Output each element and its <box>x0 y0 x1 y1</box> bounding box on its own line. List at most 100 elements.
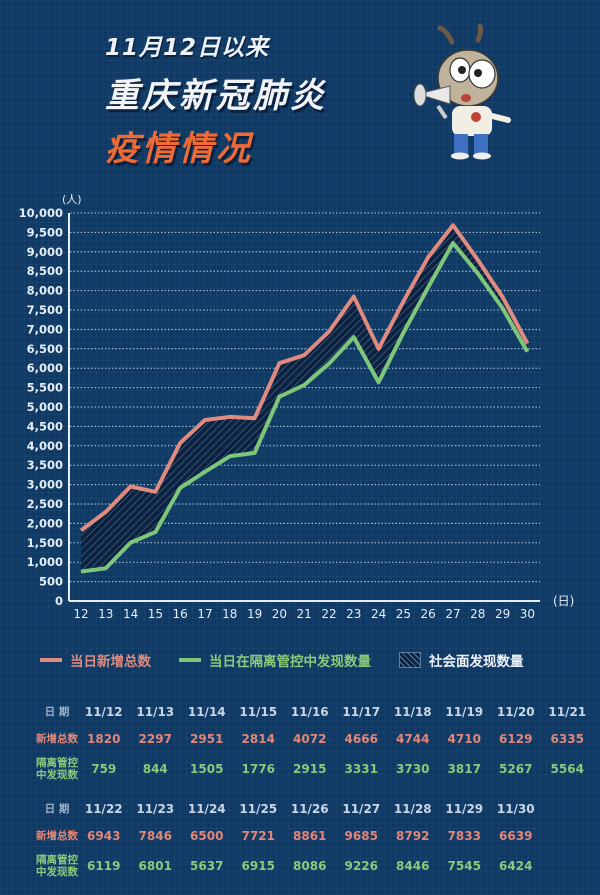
table-cell: 5637 <box>190 859 224 873</box>
table-cell: 11/15 <box>239 704 278 719</box>
table-cell: 11/26 <box>290 801 329 816</box>
table-row-total: 新增总数 6943 7846 6500 7721 8861 9685 8792 7833 6639 <box>36 822 542 849</box>
table-cell: 11/14 <box>187 704 226 719</box>
y-axis-ticks: 0 500 1,000 1,500 2,000 2,500 3,000 3,500 4,000 4… <box>19 206 63 608</box>
page-title: 重庆新冠肺炎 <box>105 76 327 116</box>
data-table-block-2: 日 期 11/22 11/23 11/24 11/25 11/26 11/27 11/28 11… <box>36 795 542 883</box>
svg-text:3,500: 3,500 <box>27 458 63 472</box>
table-cell: 11/25 <box>239 801 278 816</box>
table-header-row: 日 期 11/12 11/13 11/14 11/15 11/16 11/17 11/18 11… <box>36 698 593 725</box>
table-cell: 7721 <box>241 828 275 843</box>
svg-text:500: 500 <box>39 575 63 589</box>
row-label: 日 期 <box>44 802 70 815</box>
table-header-row: 日 期 11/22 11/23 11/24 11/25 11/26 11/27 11/28 11… <box>36 795 542 822</box>
svg-text:12: 12 <box>73 607 88 621</box>
svg-text:30: 30 <box>520 607 535 621</box>
table-cell: 3331 <box>344 762 378 776</box>
table-cell: 6639 <box>499 828 533 843</box>
svg-text:8,000: 8,000 <box>27 284 63 298</box>
table-cell: 6943 <box>87 828 121 843</box>
table-cell: 6801 <box>138 859 172 873</box>
svg-text:25: 25 <box>396 607 411 621</box>
svg-text:2,000: 2,000 <box>27 516 63 530</box>
line-chart: 0 500 1,000 1,500 2,000 2,500 3,000 3,500 4,000 4… <box>19 193 575 621</box>
svg-text:6,000: 6,000 <box>27 361 63 375</box>
isolation-series-line <box>80 241 530 574</box>
table-cell: 6915 <box>241 859 275 873</box>
svg-text:19: 19 <box>247 607 262 621</box>
table-cell: 11/28 <box>393 801 432 816</box>
table-cell: 2814 <box>241 731 275 746</box>
table-cell: 11/29 <box>445 801 484 816</box>
table-cell: 2915 <box>293 762 327 776</box>
table-cell: 2951 <box>190 731 224 746</box>
table-row-isolation: 隔离管控 中发现数 6119 6801 5637 6915 8086 9226 8446 7545… <box>36 849 542 883</box>
chart-legend: 当日新增总数 当日在隔离管控中发现数量 社会面发现数量 <box>40 650 552 670</box>
legend-line-icon <box>40 658 62 662</box>
table-cell: 6129 <box>499 731 533 746</box>
table-cell: 844 <box>142 762 168 776</box>
table-cell: 5564 <box>550 762 584 776</box>
table-cell: 8086 <box>293 859 327 873</box>
svg-text:8,500: 8,500 <box>27 264 63 278</box>
table-cell: 1776 <box>241 762 275 776</box>
svg-text:5,500: 5,500 <box>27 381 63 395</box>
table-cell: 9685 <box>344 828 378 843</box>
svg-text:21: 21 <box>297 607 312 621</box>
legend-item-total: 当日新增总数 <box>40 650 151 670</box>
x-axis-ticks: 12 13 14 15 16 17 18 19 20 21 22 23 24 25 26 27 28 29 30 <box>73 607 535 621</box>
x-axis-unit: (日) <box>553 594 574 608</box>
row-label: 隔离管控 中发现数 <box>36 757 78 781</box>
table-row-total: 新增总数 1820 2297 2951 2814 4072 4666 4744 4710 6129… <box>36 725 593 752</box>
table-cell: 7846 <box>138 828 172 843</box>
y-axis-unit: (人) <box>62 193 82 206</box>
hatch-swatch-icon <box>399 652 421 668</box>
subtitle-date: 11月12日以来 <box>105 35 270 61</box>
table-cell: 1505 <box>190 762 224 776</box>
table-cell: 11/16 <box>290 704 329 719</box>
total-series-line <box>79 223 530 532</box>
community-area <box>81 225 528 572</box>
legend-item-community: 社会面发现数量 <box>399 650 524 670</box>
title-block: 11月12日以来 重庆新冠肺炎 疫情情况 <box>105 28 327 170</box>
legend-line-icon <box>179 658 201 662</box>
svg-text:14: 14 <box>123 607 138 621</box>
table-cell: 11/30 <box>496 801 535 816</box>
table-cell: 11/22 <box>84 801 123 816</box>
page-title-accent: 疫情情况 <box>105 129 253 169</box>
svg-text:4,000: 4,000 <box>27 439 63 453</box>
table-cell: 11/20 <box>496 704 535 719</box>
table-cell: 7833 <box>447 828 481 843</box>
legend-item-isolation: 当日在隔离管控中发现数量 <box>179 650 371 670</box>
table-cell: 6335 <box>550 731 584 746</box>
svg-text:5,000: 5,000 <box>27 400 63 414</box>
svg-text:1,500: 1,500 <box>27 536 63 550</box>
svg-text:4,500: 4,500 <box>27 419 63 433</box>
table-cell: 2297 <box>138 731 172 746</box>
data-table-block-1: 日 期 11/12 11/13 11/14 11/15 11/16 11/17 11/18 11… <box>36 698 593 786</box>
svg-text:6,500: 6,500 <box>27 342 63 356</box>
row-label: 新增总数 <box>36 732 78 745</box>
svg-text:0: 0 <box>55 594 63 608</box>
svg-text:13: 13 <box>98 607 113 621</box>
table-row-isolation: 隔离管控 中发现数 759 844 1505 1776 2915 3331 3730 3817 52… <box>36 752 593 786</box>
svg-text:16: 16 <box>173 607 188 621</box>
table-cell: 11/17 <box>342 704 381 719</box>
table-cell: 8792 <box>396 828 430 843</box>
svg-text:3,000: 3,000 <box>27 478 63 492</box>
table-cell: 4744 <box>396 731 430 746</box>
table-cell: 7545 <box>447 859 481 873</box>
svg-text:17: 17 <box>197 607 212 621</box>
megaphone-mascot-icon <box>413 23 511 160</box>
table-cell: 3817 <box>447 762 481 776</box>
table-cell: 11/27 <box>342 801 381 816</box>
row-label: 日 期 <box>44 705 70 718</box>
svg-text:29: 29 <box>495 607 510 621</box>
table-cell: 4666 <box>344 731 378 746</box>
svg-text:23: 23 <box>346 607 361 621</box>
table-cell: 4710 <box>447 731 481 746</box>
svg-text:1,000: 1,000 <box>27 555 63 569</box>
row-label: 隔离管控 中发现数 <box>36 854 78 878</box>
table-cell: 3730 <box>396 762 430 776</box>
svg-text:27: 27 <box>445 607 460 621</box>
